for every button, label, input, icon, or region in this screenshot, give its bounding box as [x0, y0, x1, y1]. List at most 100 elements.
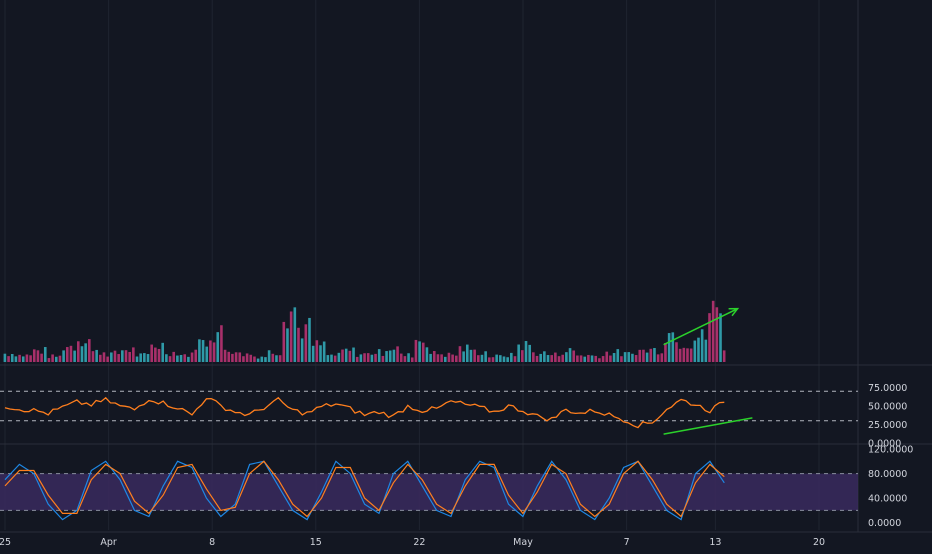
volume-bar [278, 355, 282, 362]
x-tick-label: 13 [709, 537, 721, 548]
volume-bar [653, 347, 656, 362]
volume-bar [40, 353, 43, 362]
volume-bar [627, 352, 631, 362]
volume-bar [7, 356, 10, 362]
volume-bar [76, 341, 80, 362]
volume-bar [465, 344, 469, 362]
volume-bar [348, 350, 352, 362]
volume-bar [135, 356, 139, 362]
volume-bar [488, 357, 491, 362]
volume-bar [539, 353, 542, 362]
volume-bar [388, 350, 392, 362]
volume-bar [223, 349, 227, 362]
stoch-d-line [4, 460, 725, 518]
volume-bar [660, 353, 664, 362]
volume-bar [18, 354, 21, 362]
volume-bar [165, 354, 168, 362]
volume-bar [532, 352, 535, 362]
volume-bar [381, 355, 385, 362]
volume-bar [47, 358, 51, 362]
volume-bar [678, 348, 682, 362]
volume-bar [572, 350, 576, 362]
volume-bar [543, 351, 546, 362]
volume-bar [704, 339, 708, 362]
volume-bar [359, 354, 363, 362]
volume-bar [238, 352, 242, 362]
volume-bar [220, 325, 223, 362]
volume-bar [271, 353, 275, 362]
annotations [663, 307, 740, 346]
volume-bar [139, 353, 142, 362]
volume-bar [176, 355, 179, 362]
volume-bar [377, 349, 381, 362]
volume-bar [535, 355, 539, 362]
volume-bar [524, 341, 528, 362]
volume-bar [697, 337, 700, 362]
volume-bar [128, 351, 131, 362]
volume-bar [352, 347, 355, 362]
rsi-tick-label: 0.0000 [868, 439, 901, 450]
volume-bar [499, 355, 502, 362]
volume-bar [183, 354, 187, 362]
volume-bar [443, 356, 447, 362]
volume-bar [605, 351, 609, 362]
volume-bar [517, 344, 520, 362]
volume-bar [484, 351, 487, 362]
volume-bar [587, 354, 590, 362]
volume-bar [612, 353, 616, 362]
volume-bar [642, 349, 645, 362]
volume-bar [480, 354, 484, 362]
volume-bar [711, 300, 715, 362]
x-tick-label: 8 [209, 537, 215, 548]
volume-bar [638, 349, 642, 362]
volume-bar [187, 356, 190, 362]
volume-bar [110, 352, 113, 362]
volume-bar [326, 355, 330, 362]
volume-bar [370, 354, 374, 362]
volume-bar [157, 348, 161, 362]
volume-bar [253, 356, 256, 362]
volume-bar [451, 354, 454, 362]
volume-bar [565, 352, 568, 362]
volume-bar [161, 342, 165, 362]
stoch-k-line [4, 460, 725, 521]
x-tick-label: 25 [0, 537, 11, 548]
volume-bar [113, 350, 117, 362]
volume-bar [256, 358, 260, 362]
volume-bar [341, 349, 344, 362]
volume-bar [319, 345, 322, 362]
volume-bar [689, 348, 693, 362]
volume-bar [73, 350, 76, 362]
volume-bar [249, 354, 253, 362]
volume-bar [267, 350, 271, 362]
volume-bar [671, 332, 675, 362]
volume-bar [231, 353, 234, 362]
x-tick-label: 15 [310, 537, 322, 548]
volume-bar [168, 356, 172, 362]
volume-bar [620, 356, 623, 362]
volume-bar [477, 355, 480, 362]
volume-bar [91, 351, 95, 362]
volume-bar [458, 346, 462, 362]
volume-bar [308, 317, 311, 362]
stoch-tick-label: 0.0000 [868, 518, 901, 529]
volume-bar [722, 350, 726, 362]
volume-bar [205, 346, 209, 362]
volume-bar [194, 349, 198, 362]
volume-bars [3, 300, 726, 362]
volume-bar [682, 347, 686, 362]
volume-bar [117, 354, 120, 362]
grid-layer [0, 0, 932, 533]
volume-bar [32, 349, 36, 362]
volume-bar [99, 354, 102, 362]
volume-bar [21, 356, 25, 362]
volume-bar [198, 339, 201, 362]
volume-bar [293, 307, 297, 362]
volume-bar [190, 352, 194, 362]
volume-bar [693, 340, 697, 362]
volume-bar [132, 347, 135, 362]
volume-bar [403, 356, 407, 362]
